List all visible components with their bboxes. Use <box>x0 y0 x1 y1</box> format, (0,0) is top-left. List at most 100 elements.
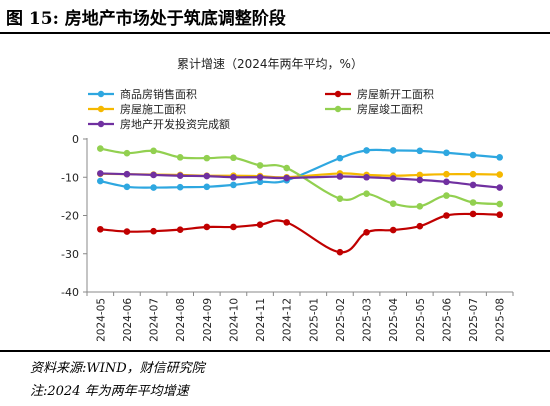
series-房屋新开工面积 <box>97 210 503 256</box>
data-point <box>283 164 290 172</box>
data-point <box>123 183 131 191</box>
x-tick-label: 2025-04 <box>388 298 400 342</box>
data-point <box>496 154 503 161</box>
data-point <box>230 173 237 181</box>
data-point <box>443 178 450 186</box>
data-point <box>176 226 184 233</box>
data-point <box>256 221 264 228</box>
data-point <box>203 223 211 231</box>
data-point <box>389 200 397 207</box>
data-point <box>416 203 424 210</box>
data-point <box>150 184 157 191</box>
data-point <box>469 199 477 206</box>
data-point <box>496 171 503 178</box>
data-point <box>443 192 450 199</box>
y-tick-label: -20 <box>61 210 79 223</box>
data-point <box>496 184 503 191</box>
x-tick-label: 2025-01 <box>308 298 320 342</box>
data-point <box>389 147 397 154</box>
data-point <box>203 172 211 180</box>
chart-title: 累计增速（2024年两年平均，%） <box>177 57 363 71</box>
x-tick-label: 2024-09 <box>202 298 214 342</box>
legend-label: 商品房销售面积 <box>120 87 197 101</box>
x-tick-label: 2024-05 <box>95 298 107 342</box>
data-point <box>203 183 211 191</box>
data-point <box>469 210 477 218</box>
x-tick-label: 2024-07 <box>149 298 161 342</box>
x-tick-label: 2024-12 <box>282 298 294 342</box>
y-tick-label: -40 <box>61 286 79 299</box>
x-tick-label: 2024-10 <box>228 298 240 342</box>
data-point <box>416 171 424 179</box>
legend-swatch-marker <box>97 105 105 113</box>
x-tick-label: 2025-06 <box>441 298 453 342</box>
data-point <box>283 219 290 226</box>
data-point <box>230 154 237 162</box>
data-point <box>469 151 477 159</box>
x-tick-label: 2025-03 <box>362 298 374 342</box>
legend-label: 房屋新开工面积 <box>357 87 434 101</box>
data-point <box>336 154 344 162</box>
data-point <box>256 173 264 181</box>
top-rule <box>0 32 550 34</box>
x-tick-label: 2024-08 <box>175 298 187 342</box>
footnote: 注:2024 年为两年平均增速 <box>30 384 189 399</box>
data-point <box>443 149 450 157</box>
data-point <box>123 228 131 235</box>
series-房地产开发投资完成额 <box>97 170 503 191</box>
x-tick-label: 2025-07 <box>468 298 480 342</box>
data-point <box>283 174 290 182</box>
data-point <box>336 173 344 180</box>
data-point <box>97 177 104 185</box>
data-point <box>469 181 477 189</box>
data-point <box>256 178 264 186</box>
data-point <box>363 190 370 197</box>
data-point <box>97 170 104 177</box>
data-point <box>230 223 237 231</box>
data-point <box>256 162 264 169</box>
data-point <box>176 172 184 180</box>
legend-label: 房屋竣工面积 <box>357 102 423 116</box>
data-point <box>203 154 211 162</box>
data-point <box>363 147 370 154</box>
series-line <box>100 212 500 254</box>
data-point <box>336 195 344 202</box>
data-point <box>150 147 157 155</box>
data-point <box>123 149 131 157</box>
data-point <box>176 183 184 191</box>
data-point <box>150 227 157 235</box>
x-tick-label: 2025-05 <box>415 298 427 342</box>
x-tick-label: 2024-11 <box>255 298 267 342</box>
data-point <box>97 145 104 152</box>
y-tick-label: 0 <box>72 133 79 146</box>
legend-swatch-marker <box>97 120 105 128</box>
data-point <box>389 226 397 234</box>
data-point <box>97 225 104 233</box>
data-point <box>416 147 424 155</box>
data-point <box>230 181 237 189</box>
data-point <box>469 170 477 178</box>
data-point <box>496 200 503 208</box>
data-point <box>416 222 424 230</box>
legend-label: 房地产开发投资完成额 <box>120 117 230 131</box>
data-point <box>389 175 397 182</box>
data-point <box>416 176 424 184</box>
bottom-rule <box>0 350 550 352</box>
x-tick-label: 2024-06 <box>122 298 134 342</box>
chart-series <box>97 145 503 256</box>
legend-swatch-marker <box>334 105 342 113</box>
y-tick-label: -30 <box>61 248 79 261</box>
data-point <box>363 229 370 236</box>
figure-title: 图 15: 房地产市场处于筑底调整阶段 <box>6 9 286 29</box>
chart-axes: 0 -10 -20 -30 -40 2024-05 2024-06 2024-07 2024-0… <box>61 133 514 342</box>
source-note: 资料来源:WIND，财信研究院 <box>30 361 205 376</box>
legend-label: 房屋施工面积 <box>120 103 186 116</box>
series-房屋竣工面积 <box>97 145 503 210</box>
data-point <box>496 211 503 219</box>
data-point <box>123 170 131 178</box>
x-tick-label: 2025-02 <box>335 298 347 342</box>
series-商品房销售面积 <box>97 147 503 191</box>
x-tick-label: 2025-08 <box>495 298 507 342</box>
